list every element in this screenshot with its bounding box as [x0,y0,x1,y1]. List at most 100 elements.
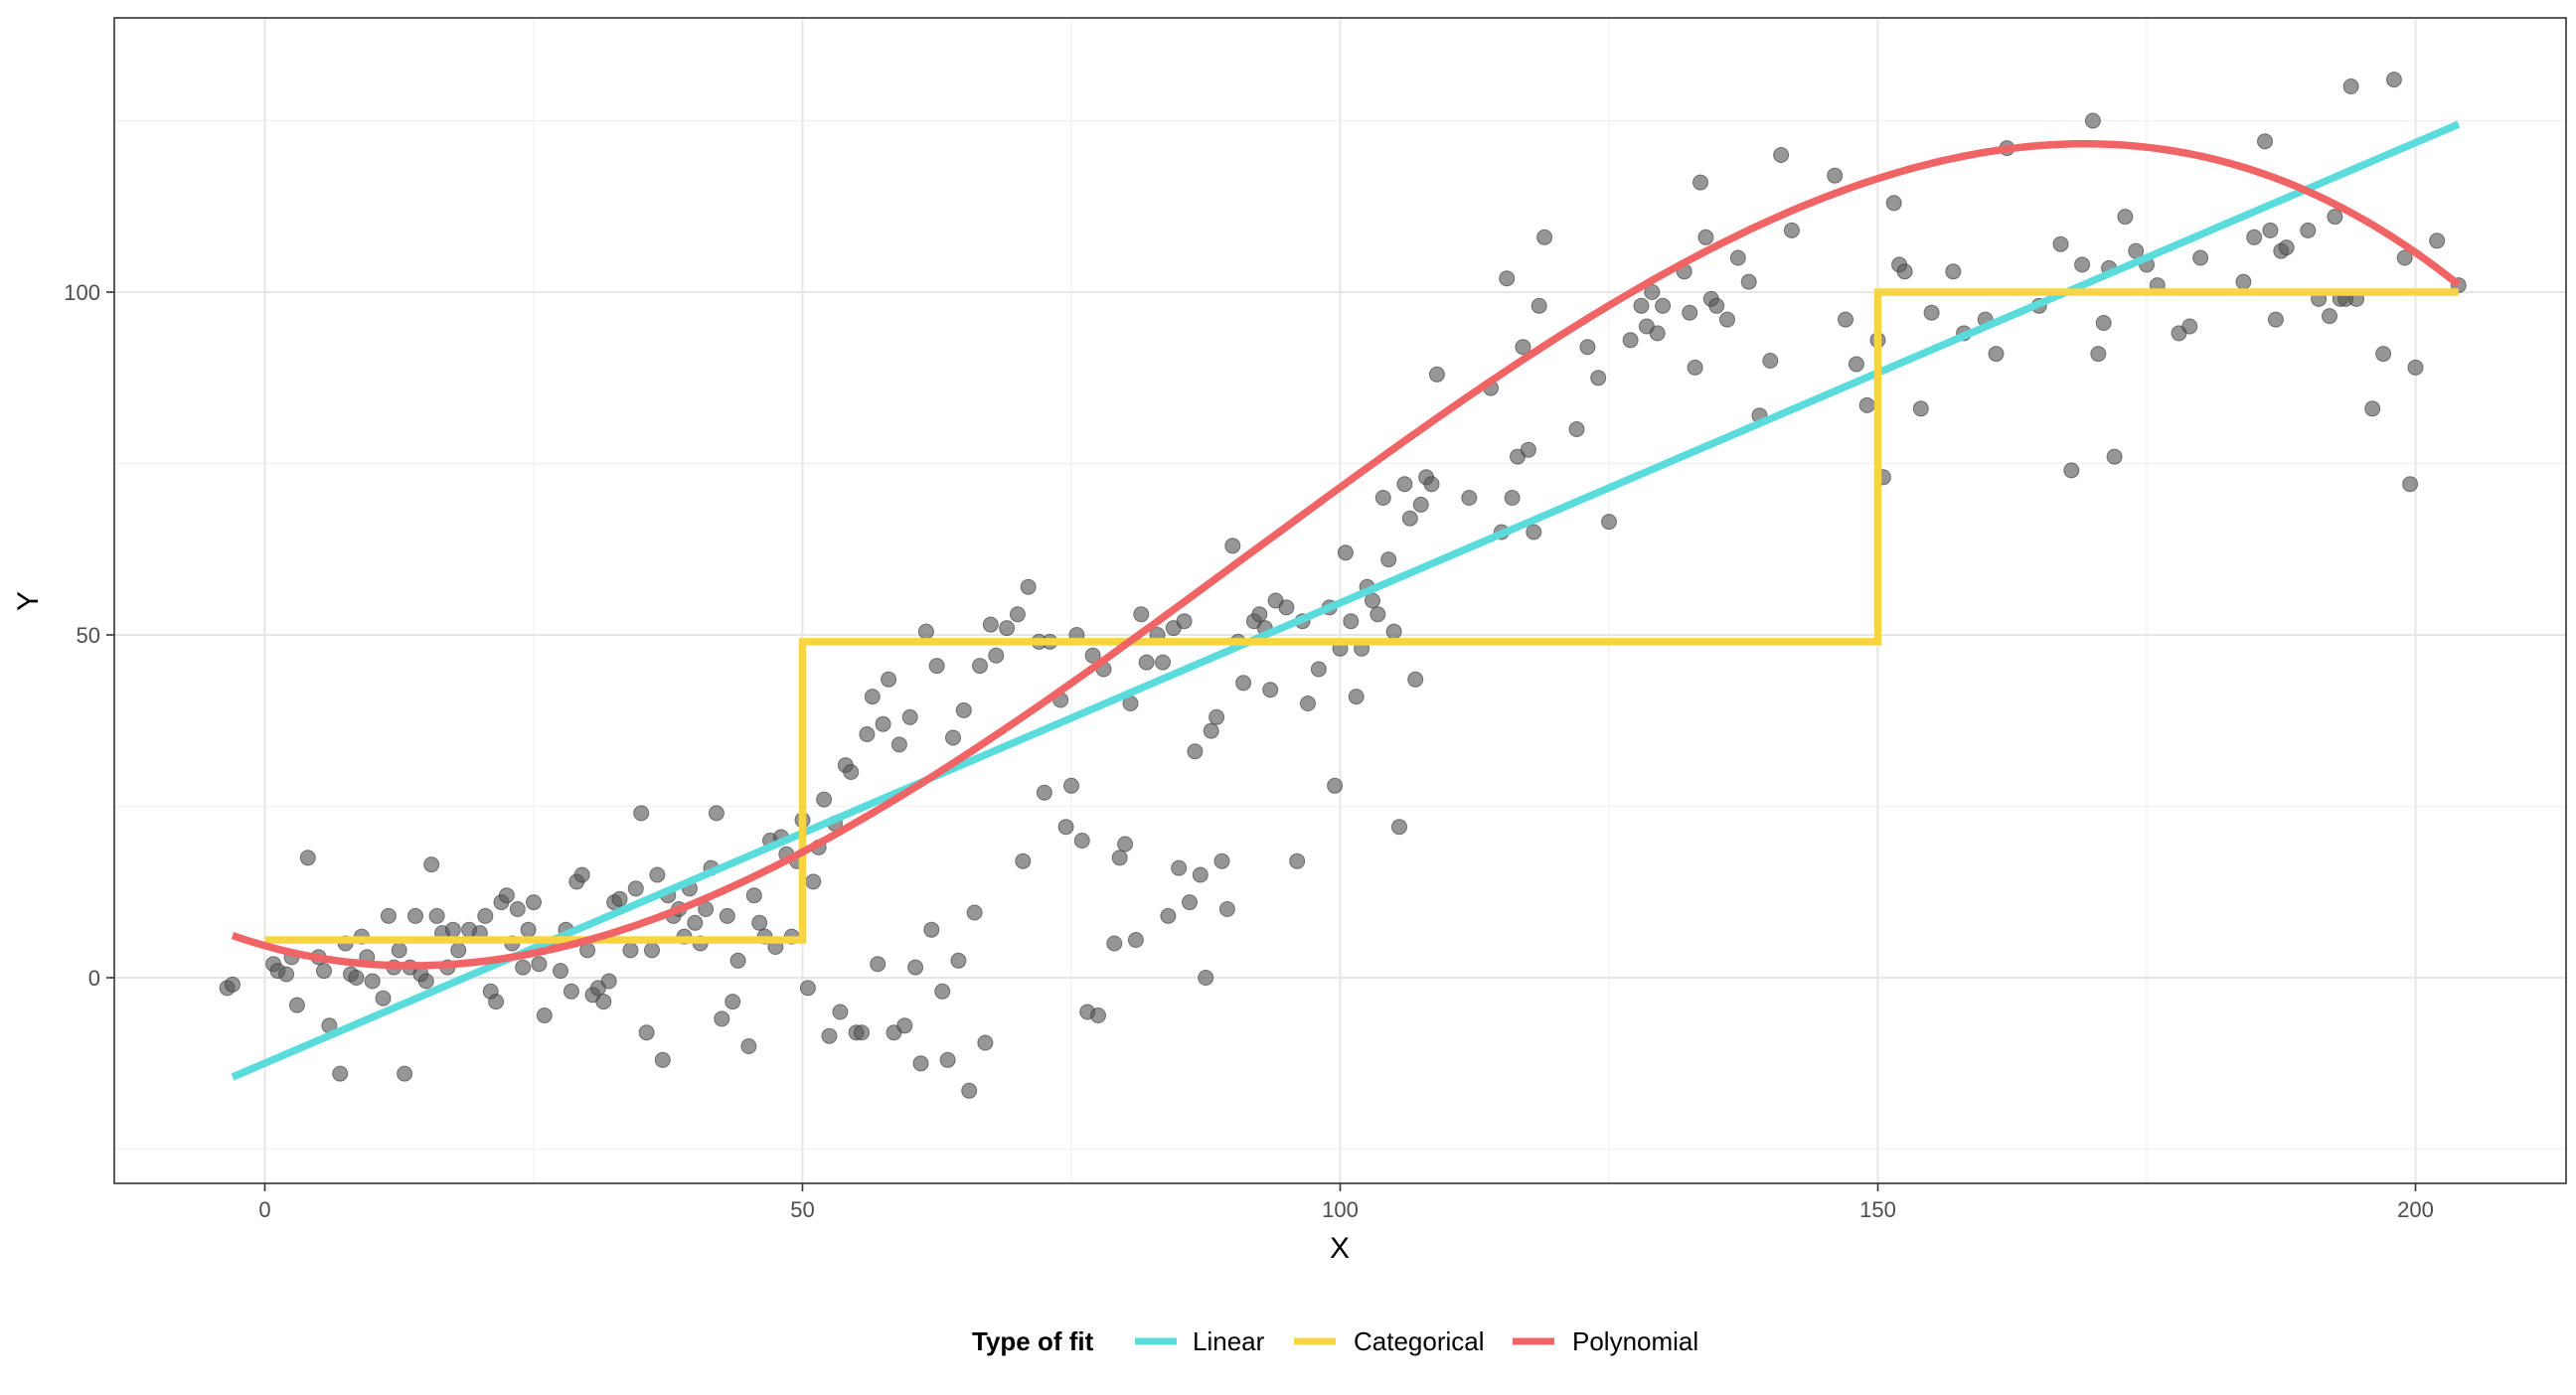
data-point [348,970,365,986]
data-point [881,671,897,688]
data-point [375,990,392,1007]
legend-label-linear: Linear [1193,1326,1265,1356]
x-tick-label: 200 [2397,1197,2434,1222]
data-point [2052,235,2069,252]
data-point [1633,297,1650,314]
data-point [1090,1008,1106,1023]
data-point [1218,901,1235,917]
data-point [450,942,467,959]
data-point [1133,606,1150,623]
data-point [1278,599,1295,616]
data-point [2181,318,2198,335]
data-point [1923,304,1940,321]
data-point [654,1051,671,1068]
data-point [1111,850,1128,866]
data-point [724,994,741,1010]
data-point [1176,613,1193,630]
data-point [1773,147,1790,163]
data-point [2300,222,2317,238]
data-point [1697,229,1714,245]
data-point [945,729,961,746]
data-point [316,963,332,980]
data-point [2074,256,2091,273]
data-point [2106,448,2123,465]
data-point [1036,784,1052,801]
data-point [950,952,967,969]
data-point [1084,647,1101,664]
data-point [2262,222,2279,238]
data-point [714,1010,730,1027]
data-point [1530,297,1547,314]
data-point [536,1008,553,1023]
x-tick-label: 150 [1859,1197,1896,1222]
data-point [520,921,537,938]
data-point [1708,297,1725,314]
data-point [1499,270,1516,287]
data-point [2278,239,2295,256]
data-point [498,887,515,904]
data-point [2429,232,2446,249]
data-point [1337,544,1354,561]
data-point [428,907,445,924]
data-point [1783,222,1800,238]
data-point [1601,514,1617,531]
data-point [729,952,746,969]
data-point [901,708,918,725]
data-point [627,880,644,897]
data-point [1127,932,1144,948]
data-point [1192,866,1208,883]
data-point [719,907,735,924]
data-point [225,976,241,993]
data-point [1251,606,1268,623]
data-point [2407,359,2424,376]
data-point [864,689,881,705]
data-point [2385,72,2402,88]
legend-label-categorical: Categorical [1354,1326,1485,1356]
data-point [988,647,1005,664]
data-point [364,973,381,990]
data-point [1198,970,1214,986]
data-point [1885,195,1902,212]
data-point [1208,708,1225,725]
data-point [509,901,526,917]
data-point [1015,852,1032,869]
y-tick-label: 50 [77,623,100,648]
data-point [477,907,494,924]
data-point [1300,696,1316,711]
data-point [928,658,945,675]
data-point [1988,346,2005,363]
data-point [2364,400,2381,417]
data-point [1649,325,1666,342]
fit-lines [231,120,2462,1081]
data-point [1262,682,1279,698]
x-tick-label: 0 [258,1197,270,1222]
y-axis-title: Y [12,591,45,611]
data-point [1106,935,1123,952]
data-point [2257,133,2273,150]
data-point [2090,346,2107,363]
data-point [890,736,907,753]
x-tick-label: 100 [1322,1197,1359,1222]
data-point [1365,592,1380,609]
data-point [870,956,886,973]
data-point [600,973,617,990]
data-point [633,805,650,822]
data-point [1858,396,1875,413]
data-point [649,866,666,883]
data-point [1407,671,1424,688]
data-point [299,850,316,866]
data-point [2095,315,2112,331]
data-point [1396,476,1413,493]
data-point [1655,297,1672,314]
data-point [1289,852,1306,869]
data-point [1692,174,1708,191]
scatter-points [219,72,2467,1099]
data-point [553,963,568,980]
data-point [1391,819,1407,836]
data-point [2342,78,2359,94]
data-point [417,973,434,990]
data-point [939,1051,956,1068]
data-point [1203,722,1219,739]
data-point [638,1024,655,1041]
